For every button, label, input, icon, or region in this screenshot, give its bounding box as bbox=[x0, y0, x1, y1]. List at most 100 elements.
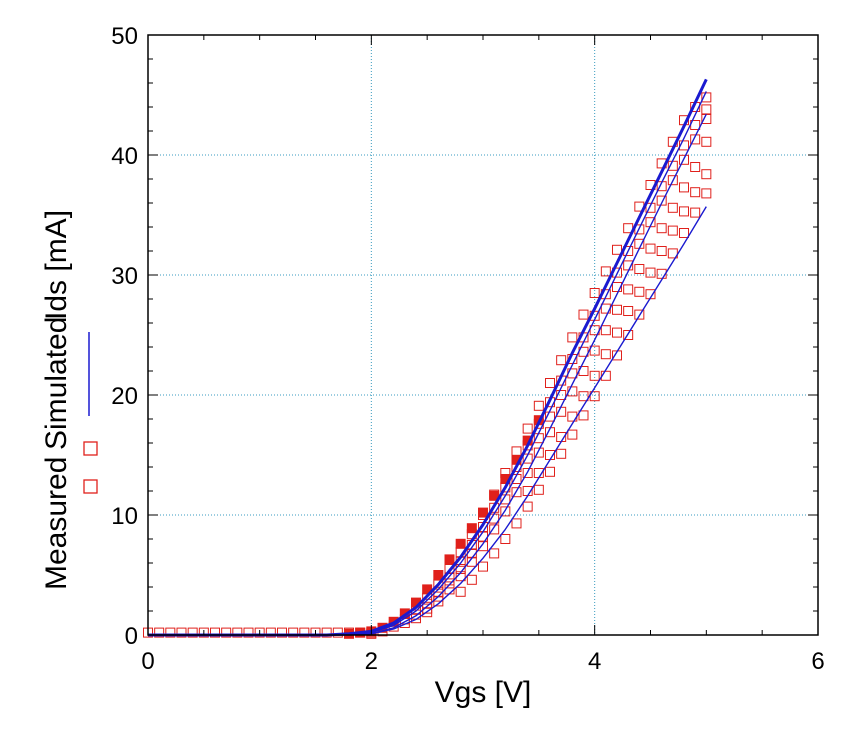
measured-point bbox=[433, 570, 444, 580]
measured-point bbox=[556, 355, 567, 366]
measured-point bbox=[656, 223, 667, 234]
series-measured-6 bbox=[455, 188, 712, 597]
simulated-line-2 bbox=[148, 113, 707, 636]
measured-point bbox=[522, 501, 533, 512]
measured-point bbox=[466, 523, 477, 534]
x-tick-label: 0 bbox=[141, 648, 154, 675]
measured-point bbox=[667, 225, 678, 236]
measured-point bbox=[511, 518, 522, 529]
measured-point bbox=[701, 169, 712, 180]
measured-point bbox=[455, 538, 466, 549]
measured-point bbox=[500, 468, 511, 478]
measured-point bbox=[679, 206, 689, 217]
measured-point bbox=[489, 524, 500, 535]
measured-point bbox=[422, 607, 433, 618]
measured-point bbox=[522, 423, 533, 434]
measured-point bbox=[243, 627, 254, 638]
measured-point bbox=[701, 104, 712, 115]
measured-point bbox=[656, 246, 667, 256]
legend-marker-measured bbox=[83, 479, 98, 494]
measured-point bbox=[690, 187, 701, 198]
measured-point bbox=[210, 627, 220, 638]
measured-point bbox=[567, 386, 578, 397]
measured-point bbox=[500, 506, 511, 517]
measured-point bbox=[656, 195, 667, 206]
measured-point bbox=[176, 627, 187, 638]
measured-point bbox=[600, 349, 611, 360]
measured-point bbox=[556, 448, 567, 459]
measured-point bbox=[299, 627, 310, 638]
legend-label-simulated: Simulated bbox=[40, 317, 73, 450]
measured-point bbox=[444, 554, 455, 565]
measured-point bbox=[254, 627, 265, 638]
y-tick-label: 10 bbox=[111, 503, 138, 530]
measured-point bbox=[478, 507, 488, 518]
measured-point bbox=[533, 447, 544, 458]
axis-ticks: 0 2 4 6 0 10 20 30 40 50 bbox=[111, 23, 824, 675]
measured-point bbox=[310, 627, 321, 638]
measured-point bbox=[198, 627, 209, 638]
measured-point bbox=[690, 162, 701, 172]
measured-point bbox=[600, 266, 611, 277]
plot-frame bbox=[147, 34, 819, 636]
simulated-line-0 bbox=[148, 78, 708, 637]
measured-point bbox=[612, 282, 622, 292]
x-tick-label: 2 bbox=[365, 648, 378, 675]
y-axis-title: Ids [mA] bbox=[40, 210, 73, 320]
measured-point bbox=[187, 627, 198, 638]
series-measured-0 bbox=[344, 415, 544, 639]
measured-point bbox=[634, 309, 645, 320]
measured-point bbox=[556, 390, 567, 400]
measured-point bbox=[422, 592, 433, 603]
measured-point bbox=[679, 182, 689, 193]
measured-point bbox=[701, 136, 712, 147]
measured-point bbox=[478, 561, 488, 572]
measured-point bbox=[466, 574, 477, 585]
series-measured-1 bbox=[143, 627, 377, 638]
measured-point bbox=[612, 327, 622, 338]
measured-point bbox=[679, 228, 689, 238]
measured-point bbox=[690, 207, 701, 218]
measured-point bbox=[701, 188, 712, 199]
measured-point bbox=[600, 325, 611, 336]
series-measured-3 bbox=[399, 104, 712, 628]
measured-point bbox=[489, 548, 500, 559]
x-tick-label: 4 bbox=[588, 648, 601, 675]
measured-point bbox=[288, 627, 299, 638]
series-measured-7 bbox=[522, 169, 712, 496]
legend-marker-measured-2 bbox=[83, 441, 98, 456]
measured-point bbox=[511, 487, 522, 498]
y-axis-title-group: Ids [mA] Measured Simulated bbox=[40, 210, 98, 590]
measured-point bbox=[645, 202, 656, 213]
measured-point bbox=[533, 484, 544, 495]
measured-point bbox=[667, 175, 678, 186]
measured-point bbox=[232, 627, 243, 638]
simulated-line-3 bbox=[148, 206, 707, 636]
y-tick-label: 50 bbox=[111, 23, 138, 50]
measured-point bbox=[578, 309, 589, 320]
measured-point bbox=[455, 586, 466, 597]
y-tick-label: 30 bbox=[111, 263, 138, 290]
measured-point bbox=[511, 446, 522, 457]
measured-point bbox=[545, 466, 555, 477]
measured-point bbox=[221, 627, 232, 638]
measured-point bbox=[578, 410, 589, 421]
y-tick-label: 40 bbox=[111, 143, 138, 170]
measured-point bbox=[444, 584, 455, 595]
grid-lines bbox=[148, 35, 818, 635]
measured-point bbox=[567, 429, 578, 440]
y-tick-label: 20 bbox=[111, 383, 138, 410]
measured-point bbox=[645, 243, 656, 254]
measured-point bbox=[533, 400, 544, 411]
measured-point bbox=[623, 306, 634, 316]
measured-point bbox=[634, 264, 645, 274]
measured-point bbox=[489, 489, 500, 500]
y-tick-label: 0 bbox=[125, 623, 138, 650]
measured-point bbox=[444, 578, 455, 589]
measured-point bbox=[589, 288, 600, 298]
measured-point bbox=[165, 627, 176, 638]
measured-point bbox=[623, 330, 634, 340]
measured-point bbox=[500, 534, 511, 544]
measured-point bbox=[589, 345, 600, 356]
